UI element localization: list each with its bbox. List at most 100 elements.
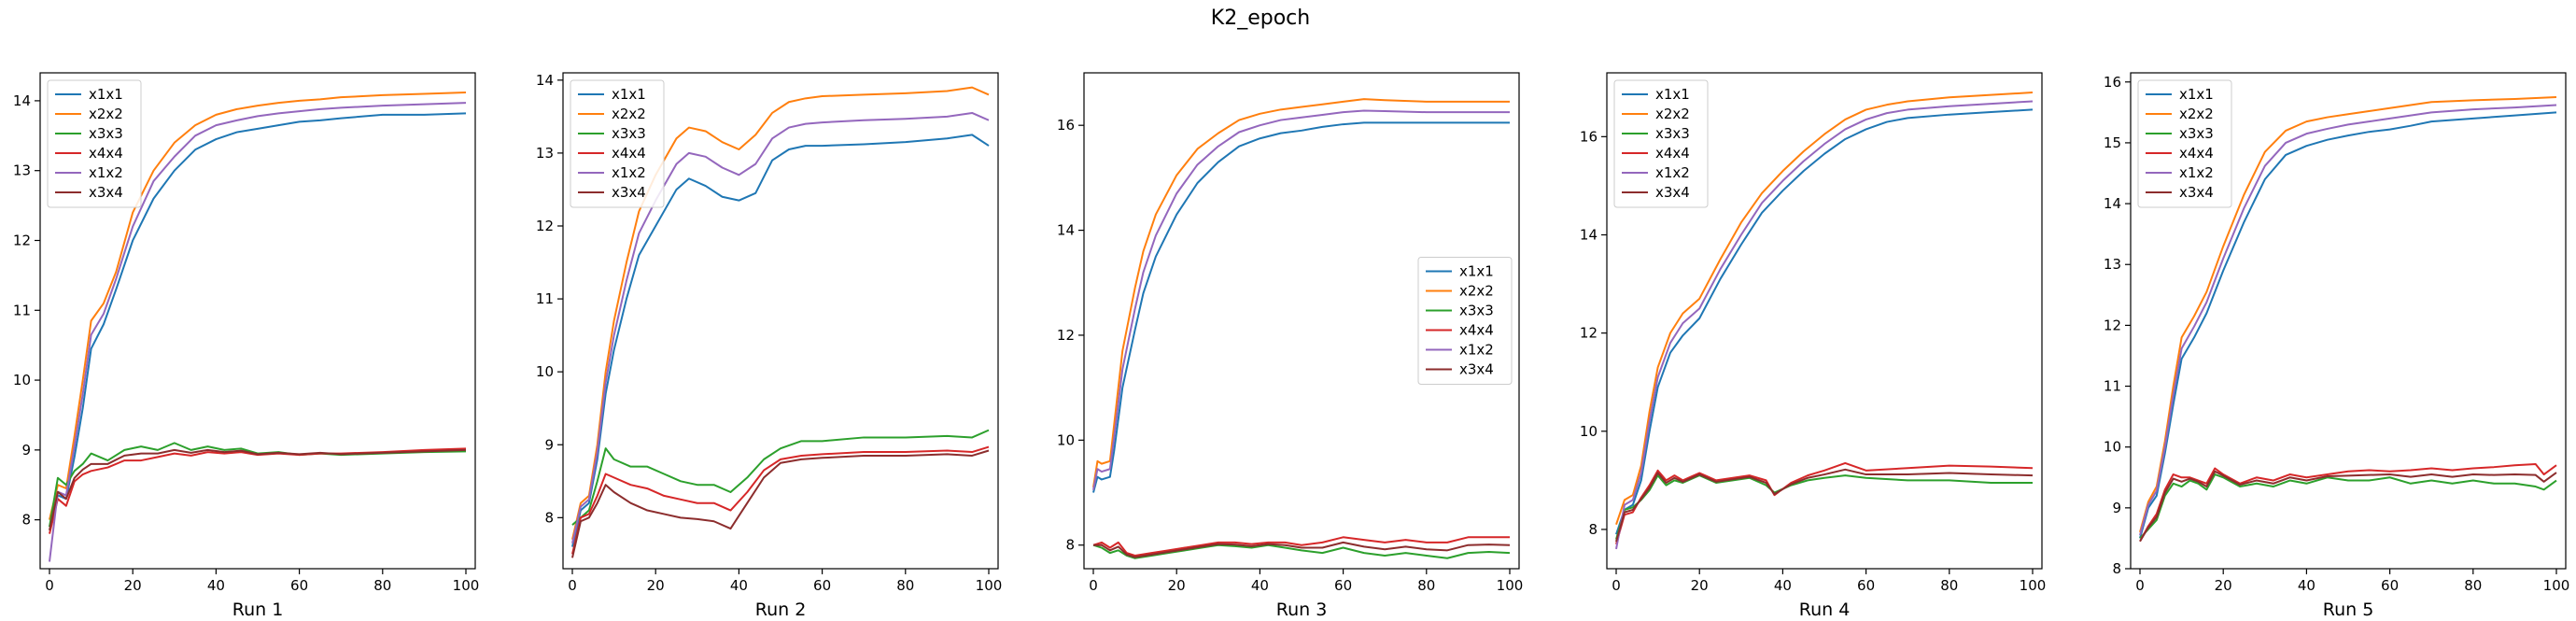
x-tick-label: 100 [976, 577, 1003, 594]
x-tick-label: 100 [453, 577, 480, 594]
x-tick-label: 40 [1251, 577, 1269, 594]
y-tick-label: 14 [1580, 226, 1598, 243]
y-tick-label: 12 [536, 218, 554, 234]
series-line-x1x1 [571, 134, 990, 547]
chart-panel-1: 0 20 40 60 80 100 8 9 10 11 12 13 14 Run 1 x1x1 x2x2 x3x… [13, 72, 480, 620]
legend-label-x3x3: x3x3 [612, 125, 646, 142]
legend: x1x1 x2x2 x3x3 x4x4 x1x2 x3x4 [1613, 79, 1709, 208]
legend-label-x4x4: x4x4 [1655, 145, 1690, 162]
y-tick-label: 9 [21, 442, 31, 459]
chart-panel-4: 0 20 40 60 80 100 8 10 12 14 16 Run 4 x1x1 x2x2 x3x3 x4… [1580, 72, 2047, 620]
plot-frame [2130, 72, 2567, 570]
y-tick-label: 8 [2112, 560, 2121, 577]
legend-label-x2x2: x2x2 [2179, 106, 2214, 122]
x-tick-label: 0 [45, 577, 54, 594]
y-tick-label: 16 [1580, 128, 1598, 145]
series-line-x3x4 [49, 448, 467, 531]
legend-label-x4x4: x4x4 [612, 145, 646, 162]
legend-label-x1x1: x1x1 [1655, 86, 1690, 103]
x-tick-label: 20 [124, 577, 142, 594]
panel-title: Run 1 [232, 600, 284, 620]
y-tick-label: 9 [2112, 500, 2121, 516]
series-line-x1x1 [2139, 111, 2557, 539]
legend-label-x1x2: x1x2 [89, 164, 123, 181]
series-line-x2x2 [49, 91, 467, 520]
legend-label-x3x3: x3x3 [1459, 303, 1494, 319]
chart-panel-2: 0 20 40 60 80 100 8 9 10 11 12 13 14 Run 2 x1x1 x2x2 x3x… [536, 72, 1002, 620]
series-line-x4x4 [571, 445, 990, 555]
legend-label-x2x2: x2x2 [1459, 283, 1494, 300]
x-tick-label: 60 [2381, 577, 2399, 594]
series-line-x2x2 [1615, 92, 2034, 526]
y-tick-label: 10 [13, 372, 31, 388]
legend-label-x1x1: x1x1 [612, 86, 646, 103]
series-line-x2x2 [2139, 96, 2557, 533]
y-tick-label: 11 [536, 290, 554, 307]
legend-label-x3x4: x3x4 [612, 184, 646, 201]
x-tick-label: 20 [1691, 577, 1709, 594]
legend-label-x2x2: x2x2 [89, 106, 123, 122]
plot-frame [1083, 72, 1520, 570]
legend: x1x1 x2x2 x3x3 x4x4 x1x2 x3x4 [47, 79, 142, 208]
plot-frame [1606, 72, 2043, 570]
legend: x1x1 x2x2 x3x3 x4x4 x1x2 x3x4 [2137, 79, 2232, 208]
panel-title: Run 4 [1799, 600, 1851, 620]
y-tick-label: 11 [2104, 378, 2121, 395]
x-tick-label: 60 [813, 577, 831, 594]
series-line-x3x3 [1615, 474, 2033, 540]
x-tick-label: 80 [896, 577, 914, 594]
y-tick-label: 8 [1588, 521, 1598, 538]
legend-label-x1x1: x1x1 [1459, 263, 1494, 280]
legend-label-x2x2: x2x2 [612, 106, 646, 122]
x-tick-label: 60 [1334, 577, 1352, 594]
chart-panel-3: 0 20 40 60 80 100 8 10 12 14 16 Run 3 x1x1 x2x2 x3x3 x4… [1057, 72, 1524, 620]
panel-title: Run 5 [2323, 600, 2374, 620]
y-tick-label: 10 [536, 363, 554, 380]
legend-label-x1x1: x1x1 [2179, 86, 2214, 103]
x-tick-label: 40 [1774, 577, 1792, 594]
x-tick-label: 100 [2020, 577, 2047, 594]
y-tick-label: 14 [536, 72, 554, 89]
x-tick-label: 80 [1417, 577, 1435, 594]
legend-label-x3x3: x3x3 [1655, 125, 1690, 142]
y-tick-label: 15 [2104, 134, 2121, 151]
legend: x1x1 x2x2 x3x3 x4x4 x1x2 x3x4 [1417, 257, 1513, 385]
legend-label-x1x2: x1x2 [1655, 164, 1690, 181]
y-tick-label: 16 [2104, 74, 2121, 91]
y-tick-label: 12 [2104, 317, 2121, 333]
legend-label-x3x3: x3x3 [2179, 125, 2214, 142]
series-line-x4x4 [1092, 536, 1510, 557]
legend-label-x4x4: x4x4 [89, 145, 123, 162]
series-line-x1x1 [49, 112, 467, 528]
series-line-x4x4 [2139, 462, 2557, 543]
panel-title: Run 2 [755, 600, 807, 620]
legend-label-x2x2: x2x2 [1655, 106, 1690, 122]
figure-suptitle: K2_epoch [1211, 7, 1310, 30]
plot-frame [39, 72, 476, 570]
y-tick-label: 13 [13, 162, 31, 179]
series-line-x3x4 [1615, 468, 2034, 543]
y-tick-label: 12 [1580, 325, 1598, 342]
y-tick-label: 12 [13, 232, 31, 248]
x-tick-label: 20 [2215, 577, 2232, 594]
y-tick-label: 14 [13, 92, 31, 109]
series-line-x1x2 [49, 102, 467, 562]
legend-box [47, 79, 142, 208]
series-line-x3x3 [1092, 543, 1511, 559]
y-tick-label: 12 [1057, 327, 1075, 344]
legend-label-x4x4: x4x4 [1459, 322, 1494, 339]
x-tick-label: 0 [1089, 577, 1098, 594]
y-tick-label: 10 [1057, 431, 1075, 448]
plot-frame [562, 72, 999, 570]
x-tick-label: 100 [1497, 577, 1524, 594]
legend-box [1613, 79, 1709, 208]
panel-title: Run 3 [1276, 600, 1328, 620]
y-tick-label: 10 [1580, 423, 1598, 440]
legend-label-x3x4: x3x4 [89, 184, 123, 201]
x-tick-label: 80 [373, 577, 391, 594]
y-tick-label: 9 [544, 436, 554, 453]
legend-label-x1x2: x1x2 [1459, 342, 1494, 359]
legend-label-x1x2: x1x2 [612, 164, 646, 181]
series-line-x1x2 [571, 111, 990, 543]
